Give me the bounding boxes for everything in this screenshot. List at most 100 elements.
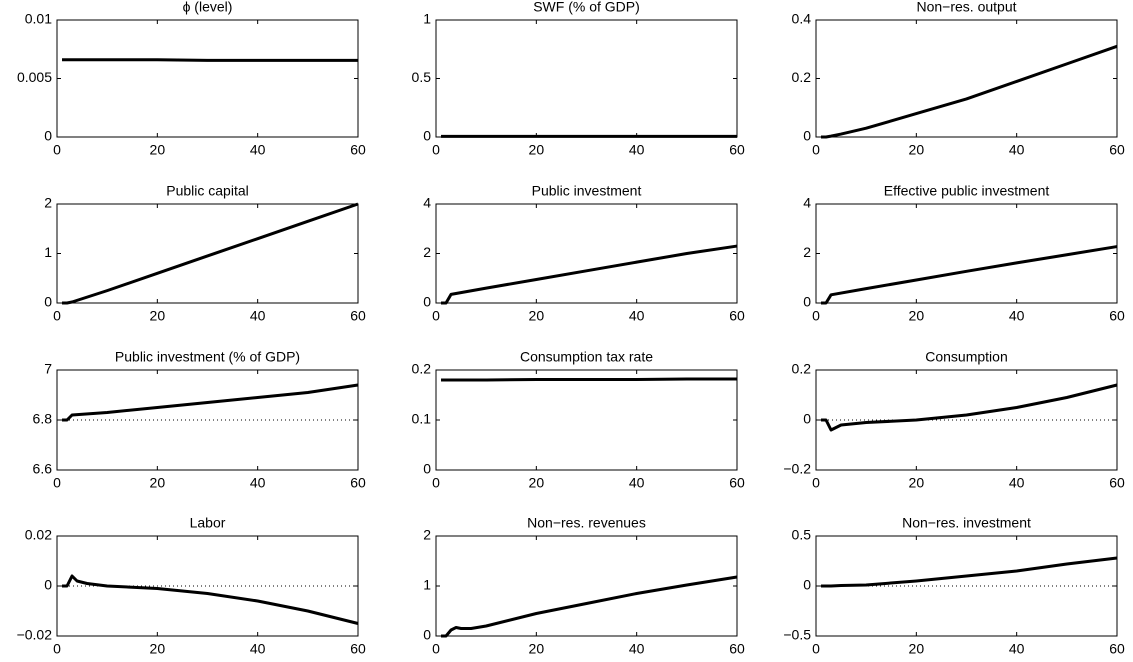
subplot-title: SWF (% of GDP) xyxy=(533,0,640,15)
x-tick-label: 40 xyxy=(1009,641,1025,657)
x-tick-label: 60 xyxy=(729,142,745,158)
y-tick-label: −0.2 xyxy=(783,461,811,477)
axes-box xyxy=(815,19,1118,138)
y-tick-label: 7 xyxy=(44,361,52,377)
x-tick-label: 60 xyxy=(729,641,745,657)
axes-box xyxy=(56,369,359,471)
line xyxy=(821,556,1118,588)
y-tick-label: 0 xyxy=(803,128,811,144)
line xyxy=(441,244,738,305)
x-tick-label: 0 xyxy=(812,475,820,491)
x-tick-label: 60 xyxy=(1109,142,1125,158)
y-tick-label: 0 xyxy=(423,627,431,643)
y-tick-label: 0.2 xyxy=(792,361,812,377)
line xyxy=(62,383,359,422)
x-tick-label: 0 xyxy=(53,641,61,657)
subplot-title: Public investment (% of GDP) xyxy=(115,349,300,365)
y-tick-label: 0.01 xyxy=(25,11,52,27)
x-tick-label: 60 xyxy=(729,475,745,491)
subplot-title: Consumption tax rate xyxy=(520,349,653,365)
x-tick-label: 60 xyxy=(350,475,366,491)
subplot-title: Effective public investment xyxy=(884,183,1050,199)
axes-box xyxy=(56,19,359,138)
subplot-title: Consumption xyxy=(925,349,1008,365)
axes-box xyxy=(815,203,1118,304)
y-tick-label: 1 xyxy=(423,577,431,593)
axes-box xyxy=(435,369,738,471)
x-tick-label: 40 xyxy=(250,308,266,324)
subplot-title: Non−res. output xyxy=(916,0,1016,15)
y-tick-label: 2 xyxy=(44,195,52,211)
axes-box xyxy=(56,535,359,637)
y-tick-label: 0.1 xyxy=(412,411,432,427)
y-tick-label: 6.6 xyxy=(33,461,53,477)
y-tick-label: 0 xyxy=(44,577,52,593)
y-tick-label: 0 xyxy=(44,294,52,310)
y-tick-label: 1 xyxy=(44,244,52,260)
line xyxy=(441,377,737,382)
y-tick-label: 0 xyxy=(423,461,431,477)
x-tick-label: 0 xyxy=(432,475,440,491)
axes-box xyxy=(435,203,738,304)
line xyxy=(441,575,738,638)
subplot-title: ϕ (level) xyxy=(183,0,233,15)
line xyxy=(821,44,1118,139)
y-tick-label: 2 xyxy=(803,244,811,260)
x-tick-label: 20 xyxy=(529,308,545,324)
y-tick-label: 6.8 xyxy=(33,411,53,427)
x-tick-label: 40 xyxy=(250,475,266,491)
x-tick-label: 40 xyxy=(1009,142,1025,158)
x-tick-label: 40 xyxy=(629,475,645,491)
y-tick-label: 0.5 xyxy=(792,527,812,543)
x-tick-label: 0 xyxy=(812,142,820,158)
x-tick-label: 0 xyxy=(432,142,440,158)
y-tick-label: 0.4 xyxy=(792,11,812,27)
x-tick-label: 20 xyxy=(150,475,166,491)
x-tick-label: 60 xyxy=(350,142,366,158)
y-tick-label: 0.005 xyxy=(17,69,52,85)
y-tick-label: 0 xyxy=(44,128,52,144)
x-tick-label: 20 xyxy=(150,142,166,158)
x-tick-label: 40 xyxy=(250,142,266,158)
x-tick-label: 0 xyxy=(53,308,61,324)
x-tick-label: 20 xyxy=(150,308,166,324)
axes-box xyxy=(815,369,1118,471)
subplot-title: Labor xyxy=(190,515,226,531)
x-tick-label: 40 xyxy=(629,308,645,324)
x-tick-label: 60 xyxy=(1109,641,1125,657)
line xyxy=(62,574,359,625)
x-tick-label: 40 xyxy=(1009,475,1025,491)
x-tick-label: 0 xyxy=(812,308,820,324)
x-tick-label: 20 xyxy=(909,641,925,657)
x-tick-label: 60 xyxy=(1109,308,1125,324)
x-tick-label: 0 xyxy=(812,641,820,657)
y-tick-label: 0 xyxy=(803,577,811,593)
x-tick-label: 0 xyxy=(53,475,61,491)
axes-box xyxy=(435,19,738,138)
axes-box xyxy=(56,203,359,304)
x-tick-label: 40 xyxy=(629,142,645,158)
subplot-title: Non−res. investment xyxy=(902,515,1031,531)
x-tick-label: 20 xyxy=(529,142,545,158)
y-tick-label: −0.5 xyxy=(783,627,811,643)
y-tick-label: 0 xyxy=(803,411,811,427)
y-tick-label: 1 xyxy=(423,11,431,27)
x-tick-label: 20 xyxy=(909,308,925,324)
x-tick-label: 40 xyxy=(629,641,645,657)
x-tick-label: 20 xyxy=(909,475,925,491)
y-tick-label: 2 xyxy=(423,527,431,543)
line xyxy=(821,383,1118,432)
y-tick-label: 4 xyxy=(803,195,811,211)
subplot-title: Non−res. revenues xyxy=(527,515,646,531)
x-tick-label: 20 xyxy=(909,142,925,158)
x-tick-label: 40 xyxy=(1009,308,1025,324)
x-tick-label: 20 xyxy=(529,475,545,491)
y-tick-label: −0.02 xyxy=(17,627,53,643)
y-tick-label: 0.02 xyxy=(25,527,52,543)
x-tick-label: 60 xyxy=(350,641,366,657)
x-tick-label: 60 xyxy=(350,308,366,324)
y-tick-label: 0 xyxy=(423,128,431,144)
x-tick-label: 0 xyxy=(432,641,440,657)
